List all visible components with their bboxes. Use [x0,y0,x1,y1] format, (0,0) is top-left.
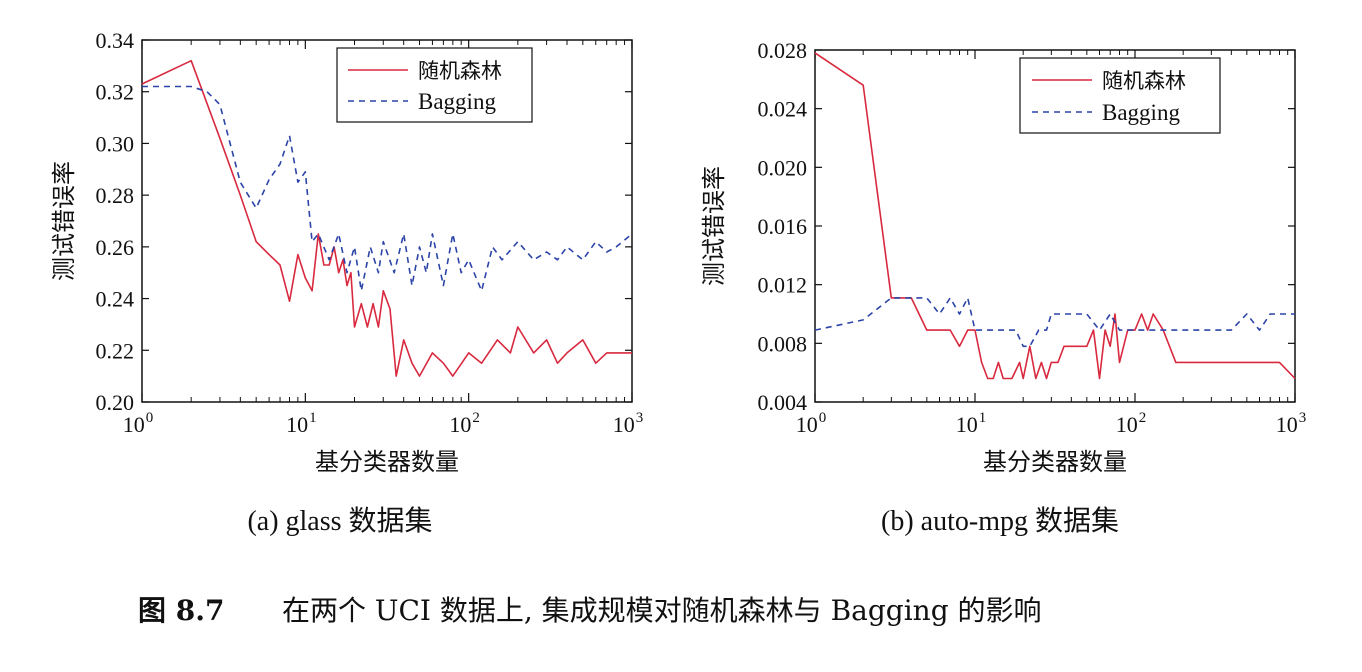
y-tick-label: 0.020 [758,155,808,180]
series-line-bagging [814,297,1295,348]
legend-box [336,47,533,123]
x-tick-label: 103 [1276,410,1307,437]
legend: 随机森林 Bagging [336,47,533,123]
x-tick-label: 100 [123,410,154,437]
legend: 随机森林 Bagging [1019,57,1221,134]
plot-frame [141,39,633,403]
y-tick-label: 0.32 [96,80,135,105]
y-ticks: 0.004 0.008 0.012 0.016 0.020 0.024 0.028 [758,38,1295,415]
legend-label-rf: 随机森林 [418,59,502,83]
y-tick-label: 0.34 [96,28,135,53]
y-ticks: 0.20 0.22 0.24 0.26 0.28 0.30 0.32 0.34 [96,28,632,415]
legend-box [1019,57,1221,134]
x-tick-label: 103 [613,410,644,437]
y-tick-label: 0.004 [758,390,808,415]
y-tick-label: 0.20 [96,390,135,415]
x-tick-label: 102 [449,410,480,437]
x-tick-label: 101 [956,410,987,437]
y-tick-label: 0.28 [96,183,135,208]
caption-text: 在两个 UCI 数据上, 集成规模对随机森林与 Bagging 的影响 [282,594,1042,627]
y-tick-label: 0.028 [758,38,808,63]
y-tick-label: 0.22 [96,338,135,363]
legend-label-rf: 随机森林 [1102,69,1186,93]
series-lines [814,52,1296,380]
chart-glass: 0.200.220.240.260.280.300.320.34 100 101 1… [50,28,643,537]
x-ticks: 100 101 102 103 [796,50,1307,437]
x-ticks: 100 101 102 103 [123,40,644,437]
y-axis-label: 测试错误率 [50,161,78,281]
series-line-random-forest [141,59,632,377]
x-tick-label: 100 [796,410,827,437]
x-axis-label: 基分类器数量 [983,448,1127,476]
y-tick-label: 0.24 [96,287,135,312]
legend-label-bagging: Bagging [1102,100,1180,125]
legend-label-bagging: Bagging [418,89,496,114]
y-tick-label: 0.30 [96,131,135,156]
x-tick-label: 102 [1116,410,1147,437]
y-tick-label: 0.016 [758,214,808,239]
caption-label: 图 8.7 [138,594,224,627]
y-tick-label: 0.024 [758,97,808,122]
series-lines [141,59,633,377]
y-tick-label: 0.008 [758,331,808,356]
x-tick-label: 101 [286,410,317,437]
x-axis-label: 基分类器数量 [315,448,459,476]
subtitle: (a) glass 数据集 [247,505,432,537]
series-line-bagging [142,85,633,292]
y-tick-label: 0.26 [96,235,135,260]
y-axis-label: 测试错误率 [700,166,728,286]
y-tick-label: 0.012 [758,273,808,298]
figure-caption: 图 8.7 在两个 UCI 数据上, 集成规模对随机森林与 Bagging 的影… [138,594,1042,627]
subtitle: (b) auto-mpg 数据集 [881,505,1119,537]
series-line-random-forest [814,52,1296,380]
